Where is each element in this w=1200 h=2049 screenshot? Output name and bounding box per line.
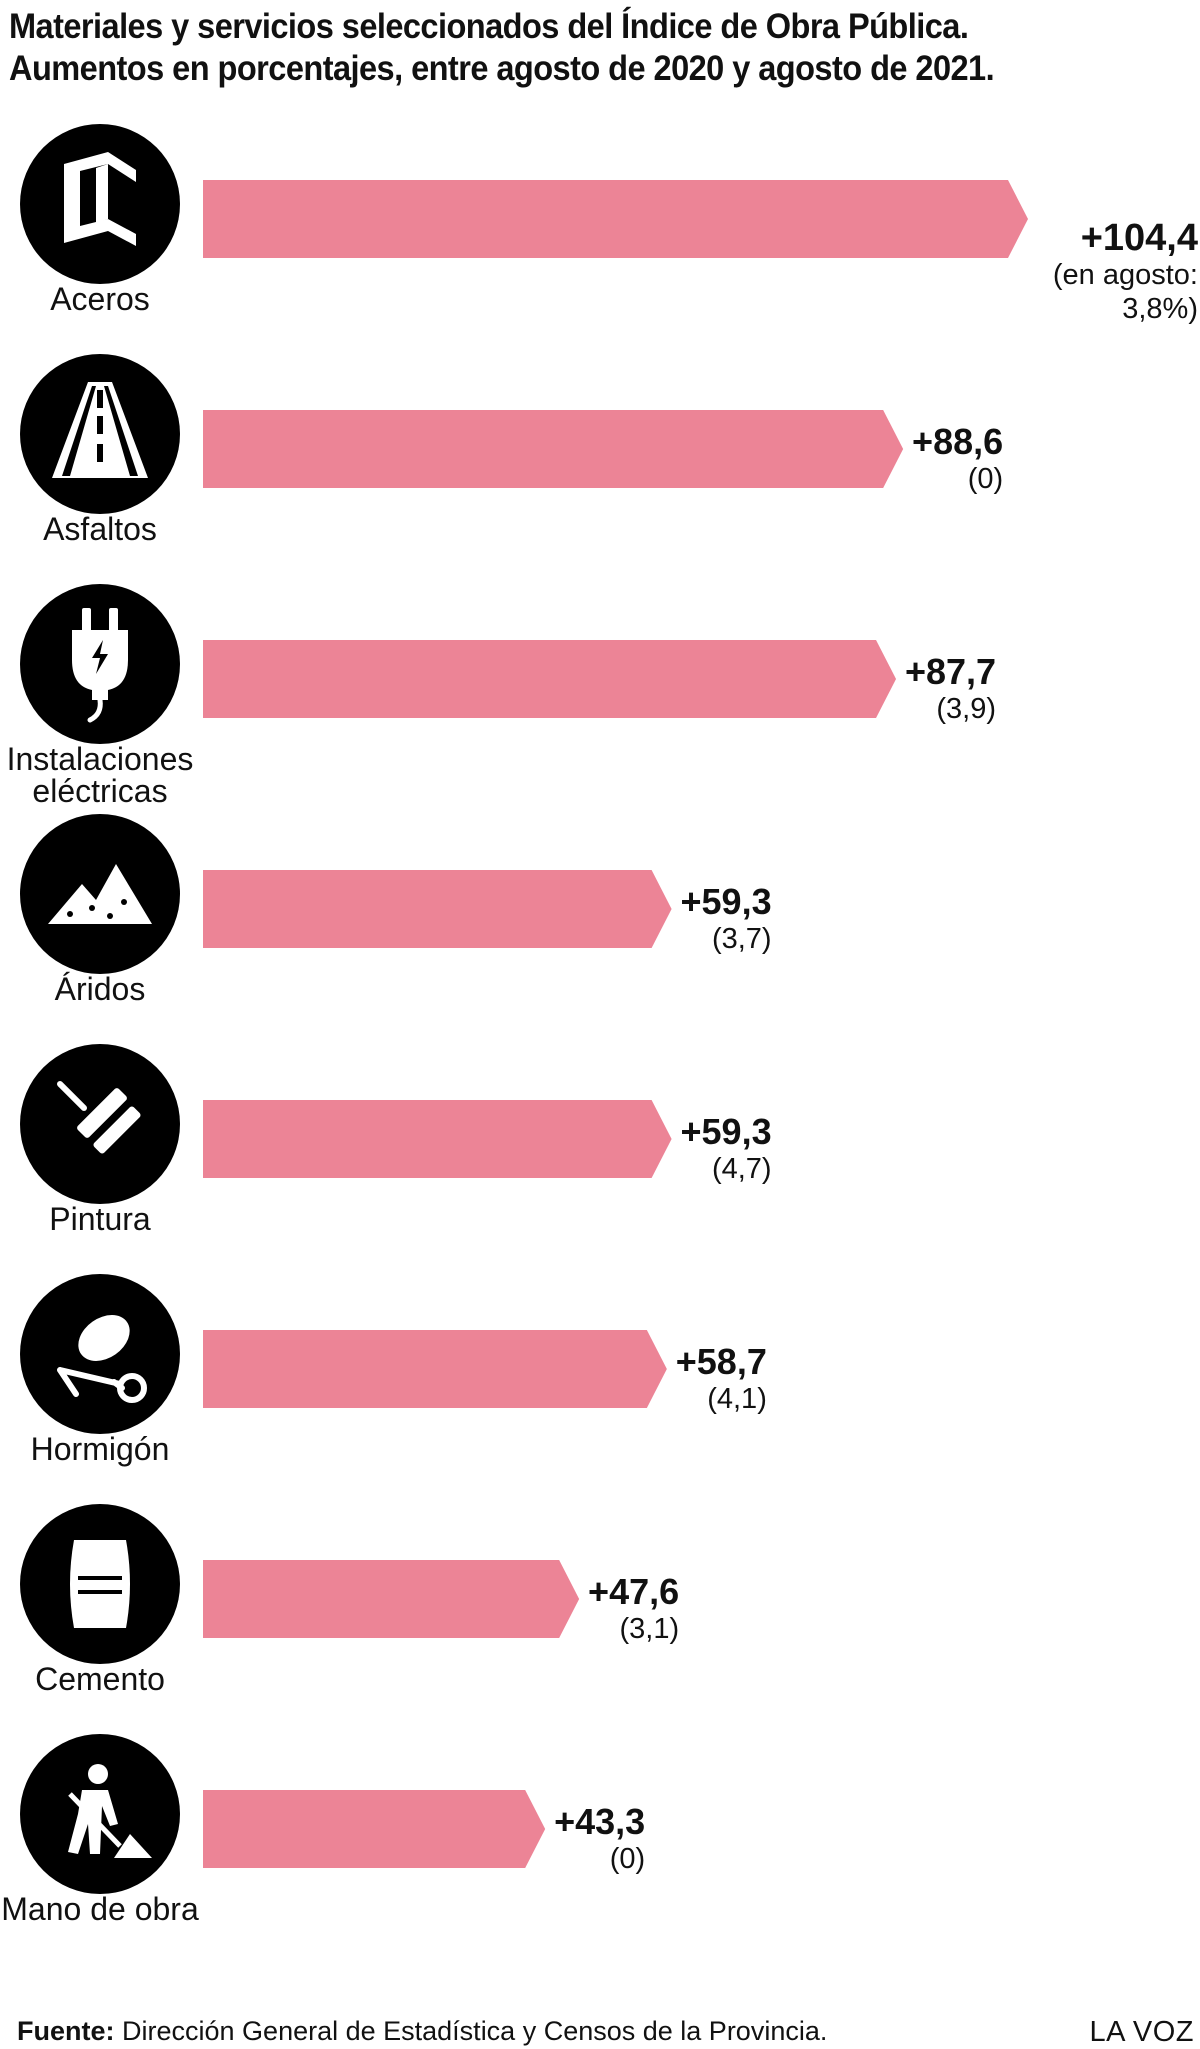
row-2: Asfaltos +88,6(0)	[20, 354, 1003, 547]
category-label: Áridos	[55, 971, 146, 1007]
note-label: (en agosto:	[1053, 259, 1198, 291]
bar	[203, 1100, 672, 1178]
chart-title-line-2: Aumentos en porcentajes, entre agosto de…	[9, 49, 995, 88]
steel-beam-icon	[20, 124, 180, 284]
bar	[203, 1330, 667, 1408]
note-label: (4,1)	[707, 1383, 767, 1415]
chart-title: Materiales y servicios seleccionados del…	[9, 6, 1189, 90]
paint-roller-icon	[20, 1044, 180, 1204]
road-icon	[20, 354, 180, 514]
category-label: eléctricas	[32, 773, 167, 809]
note-label: (3,9)	[936, 693, 996, 725]
row-8: Mano de obra +43,3(0)	[1, 1734, 645, 1927]
source-note: Fuente: Dirección General de Estadística…	[17, 2016, 1187, 2047]
note-label: 3,8%)	[1122, 293, 1198, 325]
note-label: (0)	[610, 1843, 645, 1875]
category-label: Instalaciones	[7, 741, 194, 777]
value-label: +88,6	[912, 421, 1003, 462]
category-label: Hormigón	[31, 1431, 170, 1467]
electric-plug-icon	[20, 584, 180, 744]
concrete-mixer-icon	[20, 1274, 180, 1434]
value-label: +58,7	[676, 1341, 767, 1382]
row-4: Áridos +59,3(3,7)	[20, 814, 772, 1007]
source-text: Dirección General de Estadística y Censo…	[122, 2016, 828, 2046]
note-label: (4,7)	[712, 1153, 772, 1185]
value-label: +59,3	[681, 881, 772, 922]
gravel-pile-icon	[20, 814, 180, 974]
worker-icon	[20, 1734, 180, 1894]
note-label: (3,1)	[620, 1613, 680, 1645]
source-label: Fuente:	[17, 2016, 115, 2046]
bar	[203, 1560, 580, 1638]
bar	[203, 410, 904, 488]
value-label: +87,7	[905, 651, 996, 692]
row-1: Aceros +104,4(en agosto:3,8%)	[20, 124, 1198, 325]
bar	[203, 1790, 546, 1868]
note-label: (3,7)	[712, 923, 772, 955]
category-label: Cemento	[35, 1661, 165, 1697]
value-label: +43,3	[554, 1801, 645, 1842]
brand-logo: LA VOZ	[1089, 2016, 1194, 2048]
bar	[203, 870, 672, 948]
category-label: Aceros	[50, 281, 150, 317]
category-label: Asfaltos	[43, 511, 157, 547]
cement-bag-icon	[20, 1504, 180, 1664]
value-label: +59,3	[681, 1111, 772, 1152]
row-6: Hormigón +58,7(4,1)	[20, 1274, 767, 1467]
row-5: Pintura +59,3(4,7)	[20, 1044, 772, 1237]
bar	[203, 180, 1028, 258]
bar	[203, 640, 897, 718]
value-label: +104,4	[1081, 217, 1198, 259]
chart-title-line-1: Materiales y servicios seleccionados del…	[9, 7, 969, 46]
row-7: Cemento +47,6(3,1)	[20, 1504, 679, 1697]
note-label: (0)	[968, 463, 1003, 495]
value-label: +47,6	[588, 1571, 679, 1612]
category-label: Mano de obra	[1, 1891, 199, 1927]
bar-chart: Aceros +104,4(en agosto:3,8%) Asfaltos +88,…	[1, 124, 1198, 1927]
category-label: Pintura	[49, 1201, 151, 1237]
